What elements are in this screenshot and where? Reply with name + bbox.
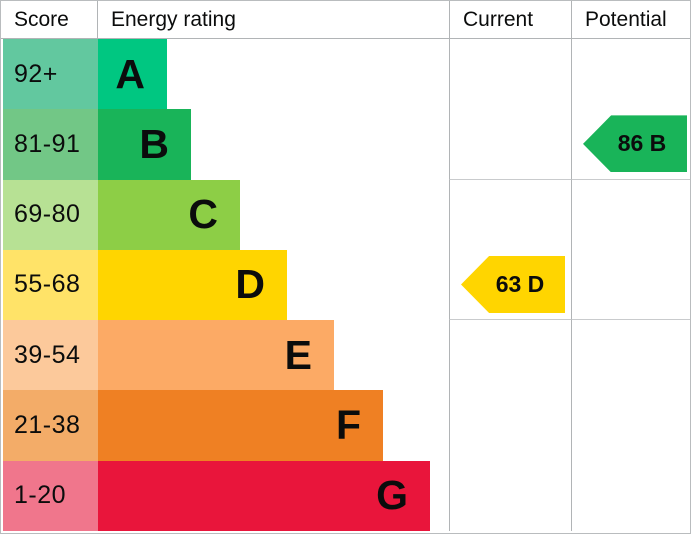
header-potential: Potential — [571, 1, 690, 38]
rating-cell: G — [98, 460, 449, 531]
current-cell — [449, 179, 571, 250]
band-row: 21-38 F — [1, 390, 690, 461]
band-row: 92+ A — [1, 39, 690, 110]
rating-cell: A — [98, 39, 449, 110]
potential-cell — [571, 179, 690, 250]
potential-cell — [571, 320, 690, 391]
rating-cell: D — [98, 249, 449, 321]
rating-bar: E — [98, 320, 334, 391]
band-row: 55-68 D 63 D — [1, 249, 690, 321]
current-cell: 63 D — [449, 249, 571, 321]
score-cell: 69-80 — [1, 179, 98, 250]
header-score: Score — [1, 1, 98, 38]
current-cell — [449, 109, 571, 180]
current-cell — [449, 39, 571, 110]
band-letter: A — [115, 50, 145, 97]
rating-bar: A — [98, 39, 167, 110]
band-letter: F — [335, 402, 361, 449]
band-row: 39-54 E — [1, 320, 690, 391]
header-energy-rating: Energy rating — [111, 7, 236, 31]
potential-cell — [571, 460, 690, 531]
rating-cell: F — [98, 390, 449, 461]
current-rating-arrow: 63 D — [461, 255, 565, 313]
score-cell: 55-68 — [1, 249, 98, 321]
potential-cell — [571, 249, 690, 321]
rating-bar: B — [98, 109, 191, 180]
band-row: 1-20 G — [1, 460, 690, 531]
score-cell: 92+ — [1, 39, 98, 110]
band-letter: C — [188, 191, 218, 238]
rating-bar: G — [98, 460, 430, 531]
potential-cell — [571, 390, 690, 461]
band-row: 69-80 C — [1, 179, 690, 250]
current-cell — [449, 320, 571, 391]
potential-cell: 86 B — [571, 109, 690, 180]
potential-cell — [571, 39, 690, 110]
score-range-label: 55-68 — [14, 270, 81, 299]
score-cell: 81-91 — [1, 109, 98, 180]
rating-cell: E — [98, 320, 449, 391]
score-range-label: 39-54 — [14, 340, 81, 369]
score-range-label: 81-91 — [14, 129, 81, 158]
score-cell: 1-20 — [1, 460, 98, 531]
rating-bar: D — [98, 249, 287, 321]
band-row: 81-91 B 86 B — [1, 109, 690, 180]
potential-rating-arrow: 86 B — [583, 115, 687, 173]
rating-bar: C — [98, 179, 240, 250]
score-range-label: 92+ — [14, 59, 58, 88]
score-cell: 21-38 — [1, 390, 98, 461]
rating-bar: F — [98, 390, 383, 461]
rating-cell: C — [98, 179, 449, 250]
header-current: Current — [449, 1, 571, 38]
current-cell — [449, 460, 571, 531]
score-range-label: 69-80 — [14, 200, 81, 229]
band-letter: B — [139, 120, 169, 167]
band-letter: E — [284, 331, 312, 378]
score-range-label: 1-20 — [14, 481, 67, 510]
band-letter: G — [376, 472, 408, 519]
current-cell — [449, 390, 571, 461]
chart-body: 92+ A 81-91 B 86 B 69-80 C — [1, 39, 690, 533]
header-row: Score Energy rating Current Potential — [1, 1, 690, 39]
band-letter: D — [235, 261, 265, 308]
rating-cell: B — [98, 109, 449, 180]
score-cell: 39-54 — [1, 320, 98, 391]
score-range-label: 21-38 — [14, 411, 81, 440]
